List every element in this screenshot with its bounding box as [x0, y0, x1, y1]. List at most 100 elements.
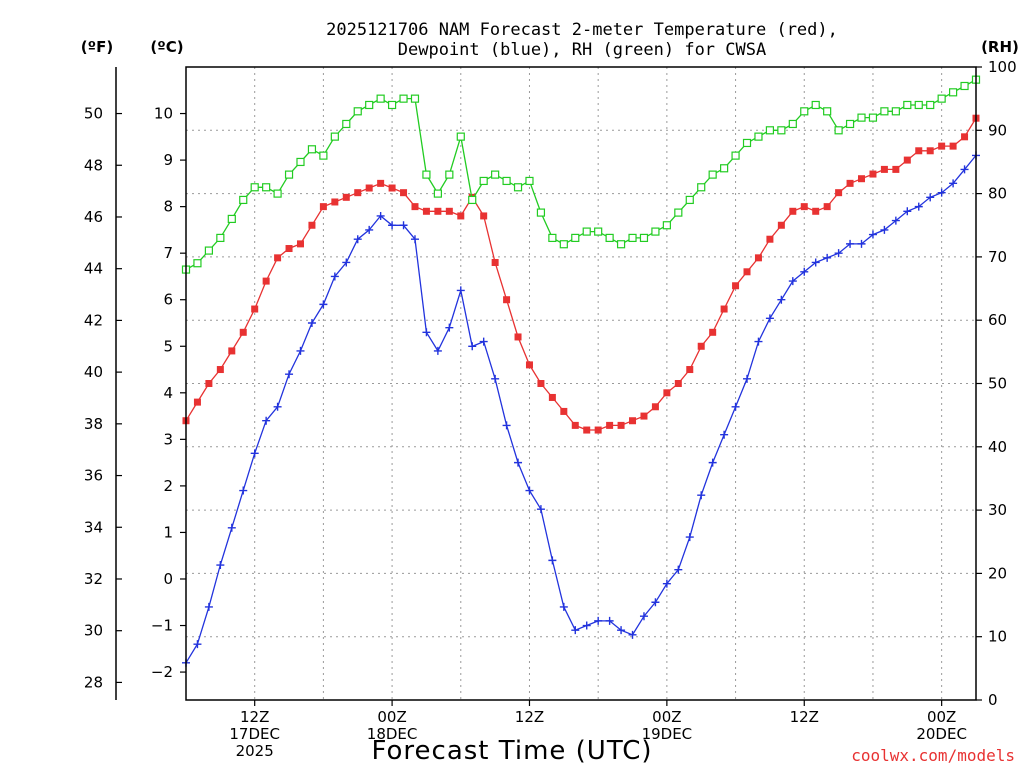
rh-point [468, 195, 477, 205]
axis-ticks: 0102030405060708090100−2−101234567891028… [84, 58, 1017, 760]
temperature-point [296, 240, 304, 248]
temperature-point [697, 342, 705, 350]
dewpoint-point [548, 556, 557, 565]
dewpoint-point [514, 458, 523, 467]
rh-point [330, 132, 339, 141]
rh-point [594, 227, 603, 236]
rh-point [891, 107, 900, 116]
temperature-point [880, 165, 888, 173]
dewpoint-point [216, 561, 225, 570]
series-layer [181, 75, 981, 667]
rh-point [239, 195, 248, 205]
rh-point [651, 227, 660, 236]
dewpoint-point [491, 374, 500, 383]
dewpoint-point [926, 193, 935, 202]
time-tick-label: 17DEC [229, 725, 280, 743]
celsius-tick-label: 10 [154, 105, 173, 123]
dewpoint-point [788, 277, 797, 286]
rh-point [731, 151, 740, 160]
rh-point [399, 94, 408, 103]
rh-point [502, 176, 511, 186]
rh-point [926, 100, 935, 110]
temperature-point [422, 207, 430, 215]
dewpoint-point [777, 295, 786, 304]
fahrenheit-tick-label: 42 [84, 311, 103, 329]
fahrenheit-tick-label: 40 [84, 363, 103, 381]
rh-point [536, 208, 546, 217]
temperature-point [606, 421, 614, 429]
dewpoint-point [914, 202, 923, 211]
rh-point [571, 233, 580, 243]
rh-point [525, 176, 534, 186]
rh-point [616, 240, 626, 249]
temperature-point [525, 361, 533, 369]
dewpoint-point [399, 221, 408, 230]
temperature-point [858, 175, 866, 183]
temperature-point [800, 203, 808, 211]
temperature-point [400, 189, 408, 197]
fahrenheit-tick-label: 34 [84, 518, 103, 536]
dewpoint-point [743, 374, 752, 383]
fahrenheit-tick-label: 38 [84, 415, 103, 433]
celsius-tick-label: −2 [151, 663, 173, 681]
temperature-point [938, 142, 946, 150]
dewpoint-point [536, 505, 545, 514]
dewpoint-point [342, 258, 351, 267]
rh-point [720, 164, 729, 173]
fahrenheit-tick-label: 46 [84, 208, 103, 226]
dewpoint-point [846, 239, 855, 248]
time-tick-label: 12Z [240, 708, 269, 726]
celsius-unit-label: (ºC) [150, 38, 183, 56]
rh-point [513, 183, 523, 192]
dewpoint-point [662, 579, 671, 588]
rh-point [754, 132, 763, 141]
temperature-point [732, 282, 740, 290]
dewpoint-point [720, 430, 729, 439]
dewpoint-point [697, 491, 706, 500]
temperature-point [640, 412, 648, 420]
dewpoint-point [823, 253, 832, 262]
temperature-point [743, 268, 751, 276]
rh-point [639, 233, 649, 243]
rh-unit-label: (RH) [981, 38, 1019, 56]
temperature-point [812, 207, 820, 215]
dewpoint-line [185, 154, 977, 664]
rh-point [845, 119, 855, 129]
dewpoint-point [834, 249, 843, 258]
temperature-point [285, 245, 293, 253]
temperature-point [514, 333, 522, 341]
temperature-point [594, 426, 602, 434]
temperature-point [823, 203, 831, 211]
dewpoint-point [754, 337, 763, 346]
celsius-tick-label: 0 [163, 570, 173, 588]
x-axis-title: Forecast Time (UTC) [371, 736, 652, 766]
temperature-point [480, 212, 488, 220]
temperature-point [239, 328, 247, 336]
temperature-point [926, 147, 934, 155]
dewpoint-point [571, 626, 580, 635]
celsius-tick-label: 8 [163, 198, 173, 216]
time-tick-label: 19DEC [642, 725, 693, 743]
temperature-point [789, 207, 797, 215]
rh-point [445, 170, 454, 179]
dewpoint-point [868, 230, 877, 239]
dewpoint-point [422, 328, 431, 337]
rh-tick-label: 10 [988, 628, 1007, 646]
rh-tick-label: 40 [988, 438, 1007, 456]
dewpoint-point [605, 616, 614, 625]
rh-tick-label: 20 [988, 564, 1007, 582]
temperature-point [548, 393, 556, 401]
rh-point [319, 151, 328, 160]
time-tick-label: 12Z [790, 708, 819, 726]
rh-tick-label: 70 [988, 248, 1007, 266]
rh-line [185, 79, 977, 271]
celsius-tick-label: 3 [163, 430, 173, 448]
temperature-point [388, 184, 396, 192]
rh-tick-label: 80 [988, 185, 1007, 203]
rh-point [353, 107, 362, 116]
rh-point [216, 233, 225, 243]
dewpoint-point [891, 216, 900, 225]
series-temperature [182, 114, 980, 434]
dewpoint-point [811, 258, 820, 267]
